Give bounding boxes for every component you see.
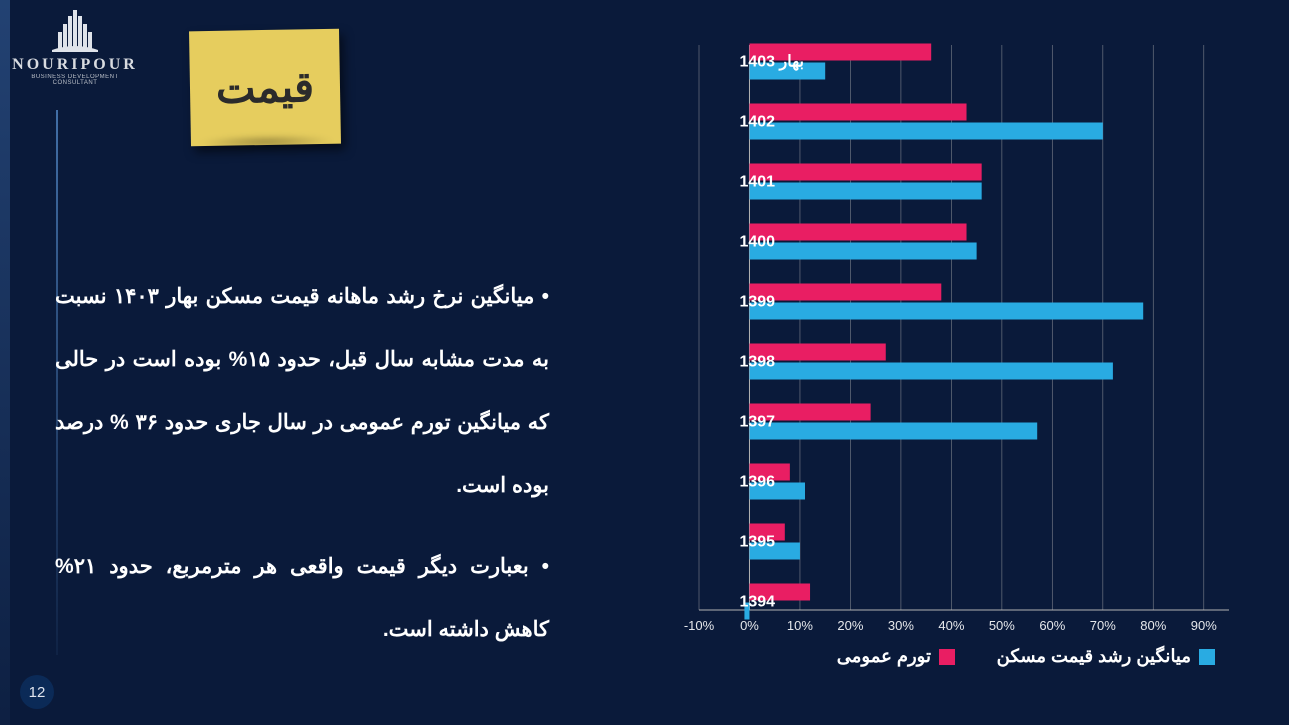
brand-name: NOURIPOUR: [10, 56, 140, 74]
legend-swatch-inflation: [939, 649, 955, 665]
bar-housing-2: [749, 183, 981, 200]
svg-text:0%: 0%: [740, 618, 759, 633]
svg-text:60%: 60%: [1039, 618, 1065, 633]
left-edge-accent: [0, 0, 10, 725]
bullet-1: میانگین نرخ رشد ماهانه قیمت مسکن بهار ۱۴…: [55, 265, 549, 517]
chart-container: -10% 0% 10% 20% 30% 40% 50% 60% 70% 80% 90% بهار 14…: [609, 35, 1249, 675]
brand-subtitle: BUSINESS DEVELOPMENT CONSULTANT: [10, 74, 140, 86]
slide: NOURIPOUR BUSINESS DEVELOPMENT CONSULTAN…: [0, 0, 1289, 725]
svg-text:-10%: -10%: [684, 618, 715, 633]
bar-inflation-2: [749, 164, 981, 181]
bar-housing-6: [749, 423, 1037, 440]
svg-text:70%: 70%: [1090, 618, 1116, 633]
legend-swatch-housing: [1199, 649, 1215, 665]
svg-text:30%: 30%: [888, 618, 914, 633]
sticky-note-label: قیمت: [189, 29, 341, 147]
body-text: میانگین نرخ رشد ماهانه قیمت مسکن بهار ۱۴…: [55, 265, 549, 679]
bar-inflation-4: [749, 284, 941, 301]
page-number-badge: 12: [20, 675, 54, 709]
category-label-6: 1397: [739, 414, 775, 431]
grouped-bar-chart: -10% 0% 10% 20% 30% 40% 50% 60% 70% 80% 90% بهار 14…: [609, 35, 1249, 675]
bar-inflation-3: [749, 224, 966, 241]
bar-housing-1: [749, 123, 1102, 140]
bar-housing-4: [749, 303, 1143, 320]
svg-text:10%: 10%: [787, 618, 813, 633]
page-number: 12: [29, 684, 46, 701]
svg-text:50%: 50%: [989, 618, 1015, 633]
svg-text:80%: 80%: [1140, 618, 1166, 633]
brand-logo-icon: [48, 8, 102, 52]
category-label-0: بهار 1403: [739, 54, 803, 72]
svg-text:90%: 90%: [1191, 618, 1217, 633]
bar-inflation-1: [749, 104, 966, 121]
category-label-1: 1402: [739, 114, 775, 131]
bar-housing-3: [749, 243, 976, 260]
legend-label-inflation: تورم عمومی: [837, 646, 931, 667]
category-label-9: 1394: [739, 594, 775, 611]
sticky-note: قیمت: [189, 29, 341, 147]
legend-label-housing: میانگین رشد قیمت مسکن: [997, 645, 1191, 667]
category-label-8: 1395: [739, 534, 775, 551]
category-label-2: 1401: [739, 174, 775, 191]
category-label-5: 1398: [739, 354, 775, 371]
brand-logo: NOURIPOUR BUSINESS DEVELOPMENT CONSULTAN…: [10, 8, 140, 86]
category-label-7: 1396: [739, 474, 775, 491]
svg-text:20%: 20%: [837, 618, 863, 633]
svg-text:40%: 40%: [938, 618, 964, 633]
category-label-4: 1399: [739, 294, 775, 311]
category-label-3: 1400: [739, 234, 775, 251]
bullet-2: بعبارت دیگر قیمت واقعی هر مترمربع، حدود …: [55, 535, 549, 661]
bar-housing-5: [749, 363, 1112, 380]
